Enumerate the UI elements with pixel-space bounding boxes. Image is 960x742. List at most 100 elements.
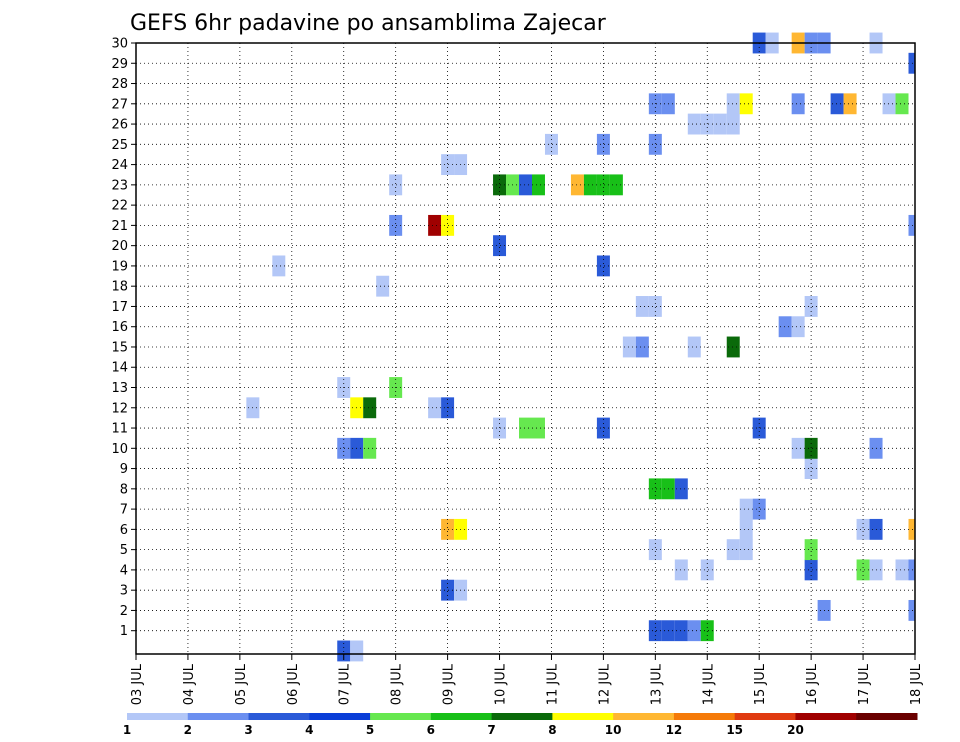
- colorbar-segment: [552, 713, 614, 720]
- colorbar-segment: [370, 713, 432, 720]
- precip-cell: [441, 579, 455, 601]
- y-tick-label: 1: [120, 624, 128, 639]
- y-tick-label: 26: [111, 118, 128, 133]
- y-tick-label: 22: [111, 199, 128, 214]
- colorbar-segment: [795, 713, 857, 720]
- precip-cell: [441, 518, 455, 540]
- x-tick-label: 17 JUL: [857, 663, 872, 705]
- precip-cell: [739, 539, 753, 561]
- precip-cell: [791, 316, 805, 338]
- precip-cell: [519, 417, 532, 439]
- precip-cell: [752, 498, 766, 520]
- y-tick-label: 25: [111, 138, 128, 153]
- precip-cell: [843, 93, 857, 115]
- y-tick-label: 3: [120, 584, 128, 599]
- precip-cell: [635, 296, 649, 317]
- y-tick-label: 18: [111, 280, 128, 295]
- precip-cell: [337, 640, 351, 662]
- y-tick-label: 7: [120, 503, 128, 518]
- colorbar-segment: [430, 713, 493, 720]
- x-tick-label: 18 JUL: [909, 663, 924, 705]
- y-tick-label: 28: [111, 77, 128, 92]
- precip-cell: [583, 174, 597, 196]
- precip-cell: [635, 336, 649, 358]
- precip-cell: [830, 93, 844, 115]
- colorbar-segment: [187, 713, 250, 720]
- colorbar-label: 8: [548, 723, 556, 737]
- y-tick-label: 15: [111, 340, 128, 355]
- y-tick-label: 30: [111, 37, 128, 52]
- precip-cell: [804, 539, 818, 561]
- y-tick-label: 16: [111, 320, 128, 335]
- precip-cell: [596, 417, 610, 439]
- precip-cell: [687, 336, 701, 358]
- plot-frame: [135, 42, 916, 655]
- precip-cell: [350, 640, 364, 662]
- precip-cell: [726, 113, 740, 135]
- x-tick-label: 13 JUL: [649, 663, 664, 705]
- y-tick-label: 2: [120, 604, 128, 619]
- colorbar-label: 1: [123, 723, 131, 737]
- precip-cell: [428, 214, 442, 236]
- precip-cell: [739, 498, 753, 520]
- precip-cell: [648, 133, 662, 155]
- precip-cell: [791, 93, 805, 115]
- precip-cell: [389, 214, 403, 236]
- y-tick-label: 6: [120, 523, 128, 538]
- precip-cell: [531, 417, 545, 439]
- precip-cell: [272, 255, 286, 277]
- colorbar-label: 5: [366, 723, 374, 737]
- precip-cell: [531, 174, 545, 196]
- x-tick-label: 16 JUL: [805, 663, 820, 705]
- precip-cell: [700, 620, 714, 642]
- precip-cell: [376, 275, 390, 297]
- precip-cell: [428, 397, 442, 419]
- colorbar-segment: [734, 713, 796, 720]
- precip-cell: [648, 620, 662, 642]
- x-tick-label: 04 JUL: [182, 663, 197, 705]
- x-tick-label: 07 JUL: [338, 663, 353, 705]
- x-tick-label: 08 JUL: [390, 663, 405, 705]
- precip-cell: [674, 559, 688, 581]
- colorbar-segment: [491, 713, 553, 720]
- precip-cell: [856, 518, 870, 540]
- precip-cell: [752, 417, 766, 439]
- precip-cell: [908, 214, 915, 236]
- colorbar-label: 4: [305, 723, 313, 737]
- precip-cell: [648, 478, 662, 500]
- precip-cell: [908, 559, 915, 581]
- precip-cell: [739, 93, 753, 115]
- colorbar-label: 6: [427, 723, 435, 737]
- colorbar-segment: [673, 713, 736, 720]
- precip-cell: [441, 154, 455, 176]
- colorbar-label: 15: [726, 723, 743, 737]
- precip-cell: [493, 235, 507, 257]
- grid-lines: [136, 42, 915, 654]
- colorbar-label: 2: [184, 723, 192, 737]
- precip-cell: [726, 539, 740, 561]
- precip-cell: [895, 93, 909, 115]
- x-tick-label: 06 JUL: [286, 663, 301, 705]
- chart-title: GEFS 6hr padavine po ansamblima Zajecar: [130, 11, 607, 36]
- precip-cell: [726, 93, 740, 115]
- precip-cell: [570, 174, 584, 196]
- precip-cell: [726, 336, 740, 358]
- x-tick-label: 03 JUL: [130, 663, 145, 705]
- precip-cell: [363, 437, 377, 459]
- y-tick-label: 11: [111, 422, 128, 437]
- y-tick-label: 19: [111, 259, 128, 274]
- y-tick-label: 5: [120, 543, 128, 558]
- colorbar-segment: [309, 713, 371, 720]
- precip-cell: [674, 620, 688, 642]
- x-tick-label: 12 JUL: [597, 663, 612, 705]
- precip-cell: [804, 559, 818, 581]
- precip-cell: [648, 296, 662, 317]
- precip-cell: [596, 174, 610, 196]
- y-tick-label: 12: [111, 401, 128, 416]
- colorbar-label: 3: [244, 723, 252, 737]
- precip-cell: [363, 397, 377, 419]
- precip-cell: [596, 133, 610, 155]
- y-tick-label: 14: [111, 361, 128, 376]
- precip-cell: [493, 174, 507, 196]
